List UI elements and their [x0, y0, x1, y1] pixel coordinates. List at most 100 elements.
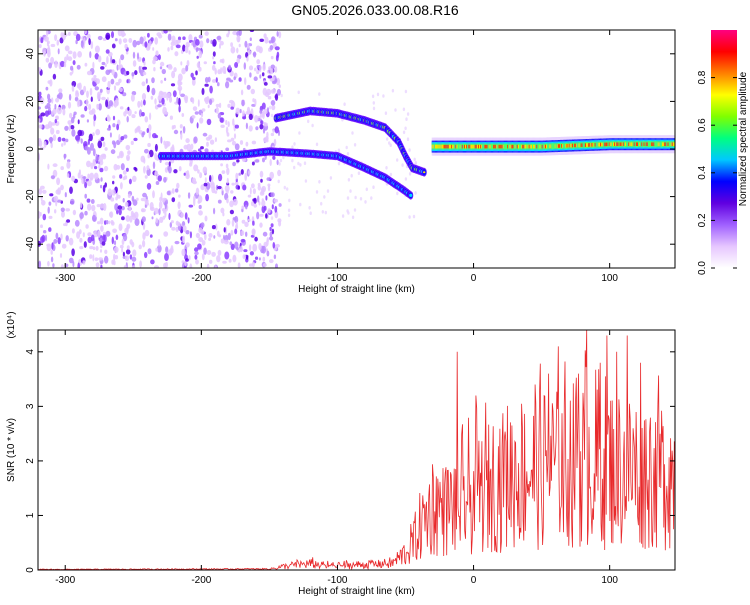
noise-cell	[221, 170, 226, 175]
noise-cell	[55, 129, 60, 135]
colorbar-tick-label: 0.8	[697, 70, 708, 84]
main-band-cell	[487, 143, 490, 150]
noise-cell	[87, 236, 93, 244]
noise-cell	[141, 93, 147, 101]
noise-cell	[211, 79, 217, 83]
y-tick-label: 40	[25, 48, 36, 60]
noise-cell	[142, 71, 147, 76]
noise-cell	[132, 175, 137, 182]
noise-cell	[164, 167, 168, 173]
noise-cell	[120, 182, 123, 190]
noise-cell	[63, 140, 66, 146]
noise-cell	[122, 92, 127, 97]
noise-cell	[204, 97, 209, 103]
noise-cell	[117, 30, 123, 37]
noise-cell	[113, 141, 117, 149]
noise-cell	[61, 143, 64, 147]
noise-cell	[183, 144, 188, 150]
noise-cell	[68, 93, 72, 101]
noise-cell	[226, 132, 230, 137]
noise-cell	[97, 161, 101, 165]
noise-cell	[277, 169, 282, 177]
noise-cell	[240, 89, 244, 96]
main-band-cell	[440, 144, 443, 149]
noise-cell	[267, 107, 269, 113]
noise-cell	[262, 256, 266, 262]
noise-cell	[48, 201, 52, 206]
noise-cell	[102, 234, 105, 243]
noise-cell	[216, 230, 220, 237]
main-band-cell	[458, 143, 461, 150]
noise-cell	[245, 204, 248, 210]
noise-cell	[55, 115, 59, 120]
noise-cell	[259, 64, 262, 73]
main-band-cell	[542, 143, 545, 150]
noise-cell	[299, 163, 302, 167]
noise-cell	[94, 257, 99, 262]
noise-cell	[96, 204, 101, 208]
noise-cell	[99, 217, 104, 225]
noise-cell	[50, 256, 54, 263]
noise-cell	[230, 190, 234, 194]
noise-cell	[213, 207, 216, 215]
noise-cell	[39, 212, 42, 217]
noise-cell	[46, 102, 51, 109]
noise-cell	[258, 243, 262, 251]
main-band-cell	[656, 141, 659, 148]
noise-cell	[271, 104, 276, 111]
noise-cell	[195, 187, 200, 196]
noise-cell	[228, 258, 232, 263]
main-band-cell	[654, 141, 657, 148]
noise-cell	[168, 63, 172, 69]
noise-cell	[68, 257, 74, 264]
noise-cell	[148, 124, 152, 132]
noise-cell	[254, 159, 260, 163]
noise-cell	[101, 61, 106, 66]
noise-cell	[167, 30, 173, 33]
noise-cell	[396, 158, 399, 162]
noise-cell	[389, 172, 393, 177]
noise-cell	[266, 250, 270, 257]
noise-cell	[144, 251, 148, 259]
noise-cell	[118, 208, 122, 216]
main-band-cell	[596, 141, 599, 148]
main-band-cell	[567, 143, 570, 148]
main-band-cell	[508, 143, 511, 150]
noise-cell	[391, 88, 395, 93]
colorbar: 0.0 0.2 0.4 0.6 0.8 Normalized spectral ampli…	[697, 30, 749, 275]
main-band-cell	[645, 142, 648, 146]
noise-cell	[234, 228, 238, 235]
noise-cell	[248, 125, 253, 132]
noise-cell	[132, 199, 138, 206]
main-band-cell	[537, 143, 540, 150]
noise-cell	[170, 220, 174, 224]
noise-cell	[230, 243, 235, 250]
noise-cell	[210, 181, 215, 186]
noise-cell	[74, 219, 80, 227]
noise-cell	[349, 189, 352, 193]
noise-cell	[48, 215, 53, 219]
noise-cell	[176, 96, 179, 104]
noise-cell	[61, 104, 66, 110]
noise-cell	[120, 54, 125, 61]
main-band-cell	[643, 142, 646, 146]
main-band-cell	[471, 144, 474, 149]
noise-cell	[141, 112, 145, 117]
noise-cell	[92, 214, 96, 222]
noise-cell	[126, 245, 130, 250]
noise-cell	[89, 254, 93, 259]
noise-cell	[155, 50, 159, 56]
noise-cell	[100, 243, 103, 249]
noise-cell	[265, 195, 268, 201]
noise-cell	[54, 209, 57, 214]
noise-cell	[404, 126, 407, 131]
noise-cell	[141, 132, 145, 138]
noise-cell	[182, 225, 187, 233]
noise-cell	[220, 238, 225, 244]
noise-cell	[100, 264, 103, 268]
main-band-cell	[627, 141, 630, 148]
noise-cell	[184, 45, 189, 54]
noise-cell	[38, 140, 43, 147]
noise-cell	[185, 65, 189, 72]
